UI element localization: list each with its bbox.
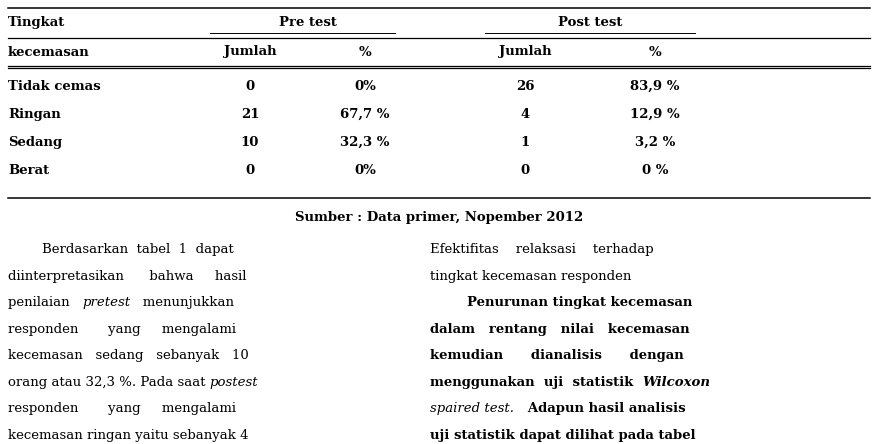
- Text: spaired test.: spaired test.: [430, 402, 513, 415]
- Text: tingkat kecemasan responden: tingkat kecemasan responden: [430, 270, 631, 282]
- Text: Jumlah: Jumlah: [224, 45, 276, 59]
- Text: Adapun hasil analisis: Adapun hasil analisis: [513, 402, 685, 415]
- Text: 83,9 %: 83,9 %: [630, 80, 679, 93]
- Text: Berdasarkan  tabel  1  dapat: Berdasarkan tabel 1 dapat: [8, 243, 233, 256]
- Text: Jumlah: Jumlah: [498, 45, 551, 59]
- Text: Efektifitas    relaksasi    terhadap: Efektifitas relaksasi terhadap: [430, 243, 652, 256]
- Text: orang atau 32,3 %. Pada saat: orang atau 32,3 %. Pada saat: [8, 376, 210, 388]
- Text: penilaian: penilaian: [8, 296, 82, 309]
- Text: 3,2 %: 3,2 %: [634, 136, 674, 149]
- Text: Sumber : Data primer, Nopember 2012: Sumber : Data primer, Nopember 2012: [295, 211, 582, 224]
- Text: 21: 21: [240, 108, 259, 121]
- Text: kecemasan ringan yaitu sebanyak 4: kecemasan ringan yaitu sebanyak 4: [8, 428, 248, 441]
- Text: 4: 4: [520, 108, 529, 121]
- Text: 32,3 %: 32,3 %: [340, 136, 389, 149]
- Text: Pre test: Pre test: [278, 16, 336, 29]
- Text: 0%: 0%: [353, 164, 375, 177]
- Text: menggunakan  uji  statistik: menggunakan uji statistik: [430, 376, 642, 388]
- Text: kecemasan: kecemasan: [8, 45, 89, 59]
- Text: Sedang: Sedang: [8, 136, 62, 149]
- Text: postest: postest: [210, 376, 258, 388]
- Text: uji statistik dapat dilihat pada tabel: uji statistik dapat dilihat pada tabel: [430, 428, 695, 441]
- Text: Tidak cemas: Tidak cemas: [8, 80, 101, 93]
- Text: 12,9 %: 12,9 %: [630, 108, 679, 121]
- Text: 0: 0: [520, 164, 529, 177]
- Text: responden       yang     mengalami: responden yang mengalami: [8, 322, 236, 336]
- Text: kecemasan   sedang   sebanyak   10: kecemasan sedang sebanyak 10: [8, 349, 248, 362]
- Text: 0%: 0%: [353, 80, 375, 93]
- Text: Penurunan tingkat kecemasan: Penurunan tingkat kecemasan: [430, 296, 692, 309]
- Text: 67,7 %: 67,7 %: [340, 108, 389, 121]
- Text: kemudian      dianalisis      dengan: kemudian dianalisis dengan: [430, 349, 683, 362]
- Text: pretest: pretest: [82, 296, 131, 309]
- Text: Berat: Berat: [8, 164, 49, 177]
- Text: Tingkat: Tingkat: [8, 16, 65, 29]
- Text: 10: 10: [240, 136, 259, 149]
- Text: Ringan: Ringan: [8, 108, 61, 121]
- Text: 0 %: 0 %: [641, 164, 667, 177]
- Text: %: %: [358, 45, 371, 59]
- Text: menunjukkan: menunjukkan: [131, 296, 234, 309]
- Text: 26: 26: [515, 80, 533, 93]
- Text: 0: 0: [246, 80, 254, 93]
- Text: Post test: Post test: [557, 16, 622, 29]
- Text: %: %: [648, 45, 660, 59]
- Text: diinterpretasikan      bahwa     hasil: diinterpretasikan bahwa hasil: [8, 270, 246, 282]
- Text: 1: 1: [520, 136, 529, 149]
- Text: Wilcoxon: Wilcoxon: [642, 376, 709, 388]
- Text: dalam   rentang   nilai   kecemasan: dalam rentang nilai kecemasan: [430, 322, 688, 336]
- Text: 0: 0: [246, 164, 254, 177]
- Text: responden       yang     mengalami: responden yang mengalami: [8, 402, 236, 415]
